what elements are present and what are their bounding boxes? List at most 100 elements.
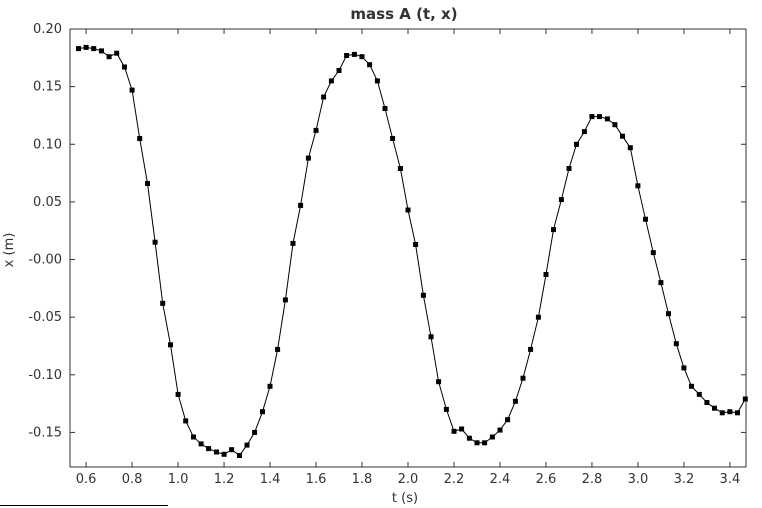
data-point <box>122 64 127 70</box>
data-point <box>390 136 396 141</box>
data-point <box>742 396 748 402</box>
data-point <box>305 155 311 161</box>
y-axis-label: x (m) <box>2 233 17 268</box>
data-point <box>612 122 618 128</box>
data-point <box>474 440 480 446</box>
data-point <box>175 391 181 397</box>
data-point <box>298 202 304 208</box>
data-point <box>328 78 334 84</box>
data-point <box>137 136 143 141</box>
data-point <box>106 54 112 60</box>
data-point <box>282 297 288 303</box>
data-point <box>620 133 625 139</box>
x-axis-ticks: 0.6 0.8 1.0 1.2 1.4 1.6 1.8 2.0 2.2 2.4 2.6 2.8 3.0 3… <box>76 29 740 487</box>
data-point <box>145 181 150 186</box>
data-point <box>183 418 189 424</box>
data-point <box>696 391 702 397</box>
data-point <box>666 311 671 317</box>
data-point <box>191 434 196 440</box>
x-tick-label: 0.6 <box>76 472 97 487</box>
y-tick-label: -0.10 <box>28 368 62 383</box>
y-tick-label: 0.05 <box>33 195 62 210</box>
x-tick-label: 2.8 <box>582 472 603 487</box>
data-point <box>252 429 258 435</box>
data-point <box>627 145 633 151</box>
data-point <box>91 46 97 52</box>
data-point <box>727 409 733 415</box>
series-line <box>78 46 746 457</box>
data-point <box>405 207 411 213</box>
data-point <box>260 409 265 415</box>
data-point <box>367 62 373 68</box>
data-point <box>237 453 242 458</box>
x-tick-label: 1.2 <box>214 472 235 487</box>
data-point <box>428 334 434 340</box>
data-point <box>543 272 549 277</box>
data-point <box>558 197 564 203</box>
data-point <box>221 451 227 457</box>
data-point <box>290 240 296 246</box>
data-point <box>451 428 457 434</box>
x-tick-label: 2.2 <box>444 472 465 487</box>
data-point <box>635 183 641 189</box>
x-tick-label: 3.4 <box>720 472 741 487</box>
data-point <box>643 216 648 222</box>
data-point <box>229 447 235 453</box>
data-point <box>535 314 541 320</box>
data-point <box>267 383 273 389</box>
data-point <box>512 398 518 404</box>
x-tick-label: 0.8 <box>122 472 143 487</box>
data-point <box>382 106 388 111</box>
data-point <box>443 406 449 412</box>
data-point <box>712 405 717 411</box>
y-axis-ticks: 0.20 0.15 0.10 0.05 -0.00 -0.05 -0.10 -0.15 <box>28 22 746 440</box>
data-point <box>275 346 281 352</box>
x-tick-label: 1.8 <box>352 472 373 487</box>
data-point <box>589 114 595 120</box>
footer-divider <box>0 505 168 506</box>
data-point <box>397 166 403 171</box>
data-point <box>673 341 679 347</box>
data-point <box>505 417 511 423</box>
data-point <box>344 53 350 58</box>
data-point <box>321 94 327 100</box>
data-point <box>604 116 610 122</box>
y-tick-label: 0.20 <box>33 22 62 37</box>
data-point <box>413 242 419 247</box>
data-point <box>489 434 495 440</box>
data-point <box>597 114 602 120</box>
data-point <box>129 87 135 93</box>
data-point <box>244 442 250 448</box>
data-point <box>351 51 357 57</box>
data-point <box>566 166 572 171</box>
series-layer <box>76 44 748 458</box>
data-point <box>152 239 158 245</box>
data-point <box>581 129 587 135</box>
plot-area: 0.6 0.8 1.0 1.2 1.4 1.6 1.8 2.0 2.2 2.4 2.6 2.8 3.0 3… <box>28 22 748 487</box>
data-point <box>206 446 212 452</box>
y-tick-label: -0.05 <box>28 310 62 325</box>
x-tick-label: 1.6 <box>306 472 327 487</box>
data-point <box>420 292 426 298</box>
y-tick-label: 0.10 <box>33 137 62 152</box>
data-point <box>76 46 81 52</box>
data-point <box>83 44 89 50</box>
y-tick-label: -0.15 <box>28 425 62 440</box>
data-point <box>574 141 579 147</box>
y-tick-label: 0.15 <box>33 80 62 95</box>
x-tick-label: 2.0 <box>398 472 419 487</box>
data-point <box>681 365 687 371</box>
data-point <box>528 346 534 352</box>
data-point <box>114 50 120 56</box>
data-point <box>374 78 380 84</box>
plot-frame <box>69 28 747 468</box>
data-point <box>704 400 710 405</box>
x-tick-label: 1.0 <box>168 472 189 487</box>
data-point <box>214 449 219 455</box>
chart-title: mass A (t, x) <box>350 5 457 23</box>
data-point <box>497 427 503 433</box>
data-point <box>466 435 472 441</box>
data-point <box>689 383 694 389</box>
data-point <box>313 127 319 133</box>
